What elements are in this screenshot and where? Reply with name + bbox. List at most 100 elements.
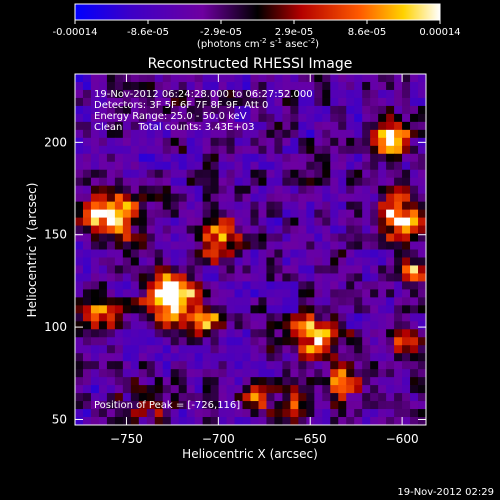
heatmap-cell	[186, 74, 196, 83]
heatmap-cell	[154, 89, 164, 99]
heatmap-cell	[210, 129, 219, 139]
heatmap-cell	[338, 113, 347, 123]
heatmap-cell	[298, 177, 307, 187]
heatmap-cell	[378, 185, 387, 195]
heatmap-cell	[298, 89, 307, 99]
heatmap-cell	[218, 209, 227, 218]
heatmap-cell	[122, 121, 132, 131]
heatmap-cell	[138, 113, 148, 123]
heatmap-cell	[370, 89, 379, 99]
heatmap-cell	[314, 361, 323, 370]
heatmap-cell	[90, 345, 100, 354]
heatmap-cell	[226, 361, 235, 370]
heatmap-cell	[170, 209, 180, 218]
heatmap-cell	[322, 113, 331, 123]
heatmap-cell	[114, 401, 124, 410]
heatmap-cell	[186, 89, 196, 99]
heatmap-cell	[354, 169, 363, 179]
heatmap-cell	[234, 185, 243, 195]
heatmap-cell	[178, 353, 188, 362]
heatmap-cell	[154, 353, 164, 362]
heatmap-cell	[130, 233, 140, 242]
heatmap-cell	[202, 121, 212, 131]
heatmap-cell	[122, 281, 132, 290]
heatmap-cell	[234, 369, 243, 378]
heatmap-cell	[98, 265, 108, 274]
heatmap-cell	[418, 161, 427, 171]
heatmap-cell	[410, 185, 419, 195]
heatmap-cell	[290, 185, 299, 195]
heatmap-cell	[282, 105, 291, 115]
heatmap-cell	[178, 201, 188, 211]
heatmap-cell	[122, 257, 132, 266]
heatmap-cell	[306, 329, 315, 338]
heatmap-cell	[354, 81, 363, 91]
heatmap-cell	[250, 345, 259, 354]
heatmap-cell	[354, 329, 363, 338]
heatmap-cell	[354, 113, 363, 123]
heatmap-cell	[154, 281, 164, 290]
heatmap-cell	[226, 353, 235, 362]
heatmap-cell	[418, 265, 427, 274]
heatmap-cell	[322, 233, 331, 242]
heatmap-cell	[218, 265, 227, 274]
heatmap-cell	[306, 345, 315, 354]
heatmap-cell	[75, 305, 84, 314]
heatmap-cell	[362, 369, 371, 378]
heatmap-cell	[226, 153, 235, 163]
heatmap-cell	[306, 89, 315, 99]
heatmap-cell	[170, 105, 180, 115]
heatmap-cell	[146, 305, 156, 314]
heatmap-cell	[362, 273, 371, 282]
heatmap-cell	[346, 313, 355, 322]
heatmap-cell	[154, 257, 164, 266]
heatmap-cell	[322, 145, 331, 155]
heatmap-cell	[370, 321, 379, 330]
heatmap-cell	[170, 377, 180, 386]
heatmap-cell	[90, 273, 100, 282]
heatmap-cell	[114, 89, 124, 99]
heatmap-cell	[82, 217, 92, 226]
heatmap-cell	[90, 233, 100, 242]
heatmap-cell	[162, 273, 172, 282]
heatmap-cell	[274, 369, 283, 378]
heatmap-cell	[314, 209, 323, 218]
heatmap-cell	[202, 161, 212, 171]
heatmap-cell	[394, 81, 403, 91]
heatmap-cell	[370, 281, 379, 290]
heatmap-cell	[130, 193, 140, 203]
heatmap-cell	[370, 401, 379, 410]
heatmap-cell	[194, 137, 204, 147]
heatmap-cell	[90, 313, 100, 322]
heatmap-cell	[98, 393, 108, 402]
heatmap-cell	[298, 121, 307, 131]
heatmap-cell	[322, 249, 331, 258]
heatmap-cell	[98, 201, 108, 211]
heatmap-cell	[370, 369, 379, 378]
heatmap-cell	[146, 393, 156, 402]
heatmap-cell	[362, 105, 371, 115]
heatmap-cell	[226, 209, 235, 218]
heatmap-cell	[146, 113, 156, 123]
heatmap-cell	[330, 313, 339, 322]
heatmap-cell	[282, 185, 291, 195]
heatmap-cell	[98, 81, 108, 91]
heatmap-cell	[146, 321, 156, 330]
heatmap-cell	[202, 129, 212, 139]
heatmap-cell	[90, 145, 100, 155]
heatmap-cell	[194, 185, 204, 195]
heatmap-cell	[290, 297, 299, 306]
heatmap-cell	[346, 169, 355, 179]
heatmap-cell	[306, 153, 315, 163]
heatmap-cell	[274, 377, 283, 386]
heatmap-cell	[362, 241, 371, 250]
heatmap-cell	[178, 113, 188, 123]
heatmap-cell	[410, 177, 419, 187]
y-tick-label: 200	[44, 135, 67, 149]
heatmap-cell	[266, 329, 275, 338]
heatmap-cell	[290, 225, 299, 234]
heatmap-cell	[362, 193, 371, 203]
heatmap-cell	[194, 217, 204, 226]
heatmap-cell	[410, 217, 419, 226]
heatmap-cell	[298, 329, 307, 338]
